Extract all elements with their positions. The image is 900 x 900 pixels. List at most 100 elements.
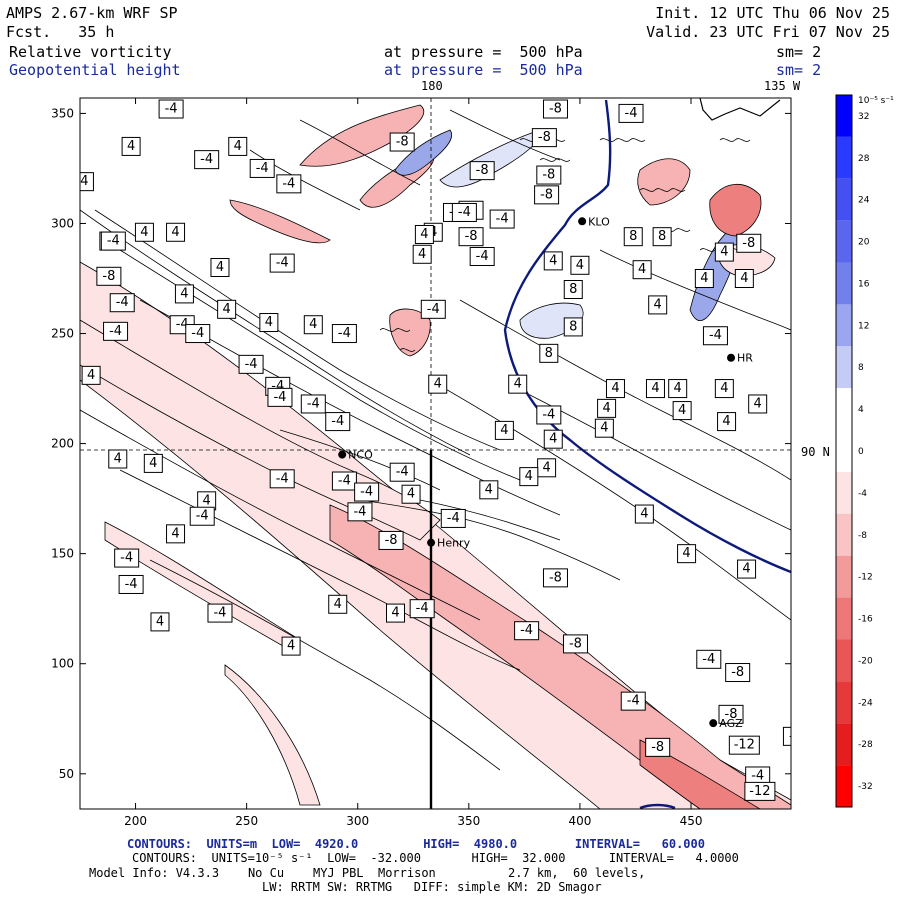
contour-label-text: 4 <box>180 286 188 301</box>
contour-label-text: 4 <box>678 403 686 418</box>
colorbar-segment <box>836 136 852 179</box>
footer-model-info: Model Info: V4.3.3 No Cu MYJ PBL Morriso… <box>89 866 646 880</box>
colorbar-segment <box>836 430 852 472</box>
contour-label: -4 <box>331 324 357 344</box>
site-marker <box>709 719 718 728</box>
contour-label-box <box>479 480 499 500</box>
contour-label: 4 <box>672 401 692 421</box>
contour-label-text: 4 <box>602 401 610 416</box>
contour-label-text: 4 <box>654 297 662 312</box>
site-marker <box>427 538 436 547</box>
contour-label-box <box>389 462 415 482</box>
colorbar-unit: 10⁻⁵ s⁻¹ <box>858 96 894 106</box>
contour-label-box <box>508 374 528 394</box>
y-tick-label: 200 <box>51 437 74 451</box>
contour-label-box <box>748 394 768 414</box>
colorbar-segment <box>836 513 852 556</box>
contour-label: -4 <box>114 548 140 568</box>
x-tick-label: 250 <box>235 814 258 828</box>
colorbar-level-label: -8 <box>858 531 867 541</box>
contour-label-text: -4 <box>447 511 460 526</box>
footer-height-contours: CONTOURS: UNITS=m LOW= 4920.0 HIGH= 4980… <box>127 837 705 851</box>
contour-labels: -4-8-44-4-8-8-8-4-4-8-4-4444-44-44-44-44… <box>80 99 791 801</box>
contour-label-box <box>409 599 435 619</box>
contour-label: -8 <box>536 165 562 185</box>
contour-label-box <box>325 412 351 432</box>
colorbar-level-label: 16 <box>858 279 870 289</box>
contour-label: 4 <box>714 379 734 399</box>
contour-label: 4 <box>166 222 186 242</box>
colorbar-level-label: -4 <box>858 489 867 499</box>
contour-label-text: -4 <box>120 551 133 566</box>
contour-label: -4 <box>185 324 211 344</box>
contour-label-box <box>166 222 186 242</box>
colorbar-level-label: -12 <box>858 573 873 583</box>
contour-label-box <box>458 227 484 247</box>
contour-label-box <box>121 136 141 156</box>
contour-label: -4 <box>409 599 435 619</box>
contour-label-box <box>166 524 186 544</box>
contour-label: 4 <box>748 394 768 414</box>
contour-label: 4 <box>328 594 348 614</box>
colorbar-segment <box>836 304 852 347</box>
contour-label-box <box>536 405 562 425</box>
contour-label-text: 4 <box>407 487 415 502</box>
contour-label-text: -4 <box>496 212 509 227</box>
neg-blob-upper-2 <box>229 199 331 244</box>
contour-label: -8 <box>542 99 568 119</box>
contour-label: 4 <box>259 313 279 333</box>
site-label: KLO <box>588 215 610 228</box>
contour-label-box <box>744 781 776 801</box>
contour-label: -12 <box>744 781 776 801</box>
contour-label-box <box>300 394 326 414</box>
contour-label-box <box>267 387 293 407</box>
contour-label: 4 <box>734 269 754 289</box>
contour-label-box <box>109 293 135 313</box>
contour-label: -4 <box>331 471 357 491</box>
contour-label-box <box>677 544 697 564</box>
contour-label-text: 4 <box>525 469 533 484</box>
contour-label-box <box>782 726 791 746</box>
contour-label-text: -8 <box>542 168 555 183</box>
y-tick-label: 150 <box>51 547 74 561</box>
contour-label-text: 4 <box>203 493 211 508</box>
contour-label-text: 4 <box>156 614 164 629</box>
colorbar-level-label: 24 <box>858 196 870 206</box>
contour-label: 4 <box>174 284 194 304</box>
contour-label: 4 <box>634 504 654 524</box>
y-tick-label: 350 <box>51 106 74 120</box>
contour-label: -4 <box>451 202 477 222</box>
pos-blob-upper-1 <box>394 129 452 176</box>
contour-label-box <box>412 244 432 264</box>
contour-label-text: 4 <box>216 260 224 275</box>
contour-label-box <box>714 242 734 262</box>
contour-label-text: -4 <box>116 295 129 310</box>
colorbar-level-label: 12 <box>858 321 869 331</box>
contour-label-text: -8 <box>742 236 755 251</box>
contour-label-box <box>386 603 406 623</box>
contour-label-box <box>563 280 583 300</box>
contour-label-text: 4 <box>638 262 646 277</box>
contour-label-box <box>534 185 560 205</box>
contour-label-text: -4 <box>125 577 138 592</box>
geopotential-contour <box>503 99 791 574</box>
contour-label-box <box>401 484 421 504</box>
colorbar-segment <box>836 262 852 305</box>
contour-label-box <box>118 574 144 594</box>
contour-label-text: -4 <box>256 161 269 176</box>
contour-label: -8 <box>645 737 671 757</box>
contour-label: 4 <box>677 544 697 564</box>
colorbar-level-label: 8 <box>858 363 864 373</box>
contour-label-text: 4 <box>514 377 522 392</box>
contour-label: 4 <box>303 315 323 335</box>
site-label: HR <box>737 352 753 365</box>
contour-label-text: -4 <box>109 324 122 339</box>
contour-label-text: -8 <box>385 533 398 548</box>
contour-label: -4 <box>276 174 302 194</box>
contour-label: 4 <box>386 603 406 623</box>
y-tick-label: 300 <box>51 216 74 230</box>
contour-label-text: -4 <box>276 256 289 271</box>
contour-label: 4 <box>401 484 421 504</box>
contour-label-text: 4 <box>549 253 557 268</box>
